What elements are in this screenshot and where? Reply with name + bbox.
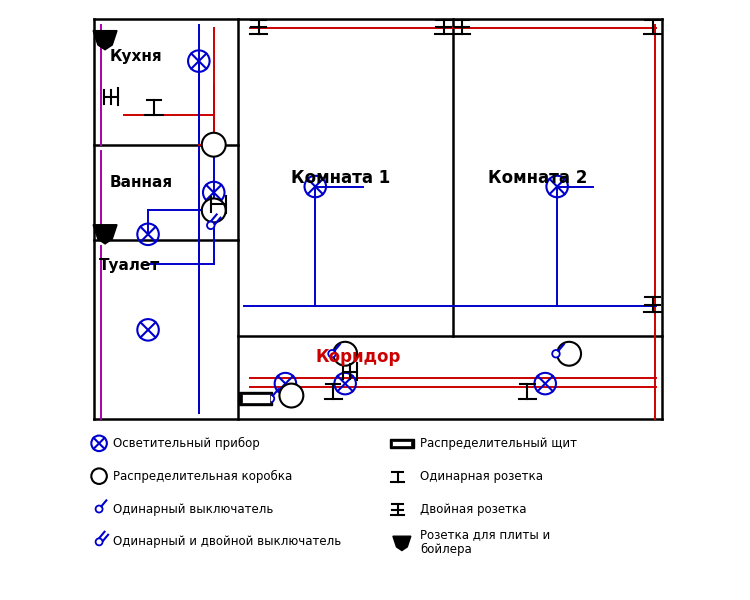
Bar [392,441,412,446]
Circle shape [202,133,226,157]
Text: Комната 2: Комната 2 [488,169,588,187]
Circle shape [95,506,103,512]
Circle shape [202,199,226,223]
Text: Коридор: Коридор [315,348,400,366]
Circle shape [267,395,274,403]
Text: Двойная розетка: Двойная розетка [420,503,526,515]
Text: Осветительный прибор: Осветительный прибор [113,437,260,450]
Text: Кухня: Кухня [110,49,162,64]
Circle shape [280,383,303,407]
Text: Распределительная коробка: Распределительная коробка [113,470,292,483]
Text: Ванная: Ванная [110,175,172,190]
Circle shape [552,350,560,358]
Text: Распределительный щит: Распределительный щит [420,437,577,450]
Circle shape [92,469,106,484]
Bar [242,394,269,403]
Polygon shape [393,536,411,551]
Circle shape [95,538,103,545]
Text: Одинарный и двойной выключатель: Одинарный и двойной выключатель [113,535,342,548]
Polygon shape [93,31,117,50]
Text: Комната 1: Комната 1 [292,169,391,187]
Circle shape [333,342,357,365]
Circle shape [557,342,581,365]
Bar [390,439,414,448]
Text: Туалет: Туалет [99,258,160,273]
Polygon shape [93,225,117,244]
Text: Розетка для плиты и
бойлера: Розетка для плиты и бойлера [420,528,550,556]
Text: Одинарный выключатель: Одинарный выключатель [113,503,274,515]
Circle shape [207,221,214,229]
Circle shape [328,350,336,358]
Bar [239,392,272,405]
Text: Одинарная розетка: Одинарная розетка [420,470,543,482]
